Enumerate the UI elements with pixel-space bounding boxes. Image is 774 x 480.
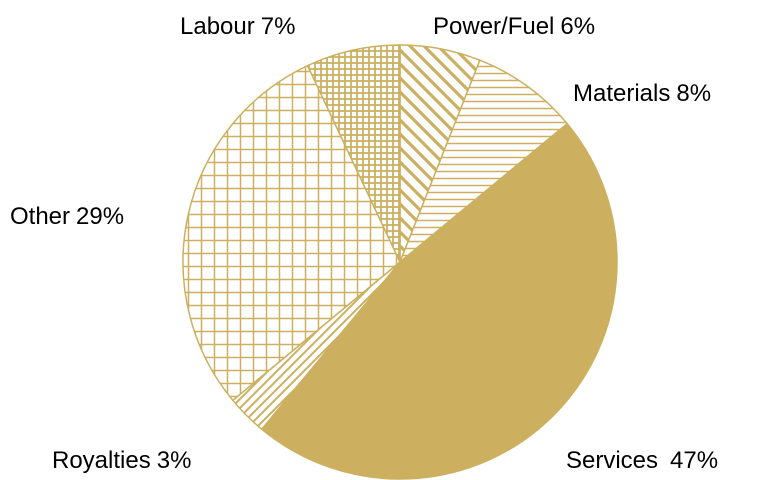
value-label: 47% (670, 447, 718, 474)
slice-label: Materials 8% (573, 80, 711, 107)
pie-slice (260, 122, 618, 480)
value-label: 8% (676, 80, 711, 107)
category-name: Materials (573, 80, 670, 107)
slice-label: Labour 7% (180, 13, 295, 40)
value-label: 29% (76, 203, 124, 230)
value-label: 6% (560, 13, 595, 40)
category-name: Labour (180, 13, 255, 40)
value-label: 3% (157, 447, 192, 474)
slice-label: Services 47% (566, 447, 718, 474)
pie-slice (306, 44, 401, 263)
category-name: Power/Fuel (433, 13, 554, 40)
pie-slice (399, 59, 569, 263)
pie-slice (182, 64, 401, 402)
category-name: Royalties (52, 447, 151, 474)
slice-label: Royalties 3% (52, 447, 191, 474)
value-label: 7% (261, 13, 296, 40)
slice-label: Power/Fuel 6% (433, 13, 595, 40)
category-name: Services (566, 447, 658, 474)
category-name: Other (10, 203, 70, 230)
slice-label: Other 29% (10, 203, 124, 230)
